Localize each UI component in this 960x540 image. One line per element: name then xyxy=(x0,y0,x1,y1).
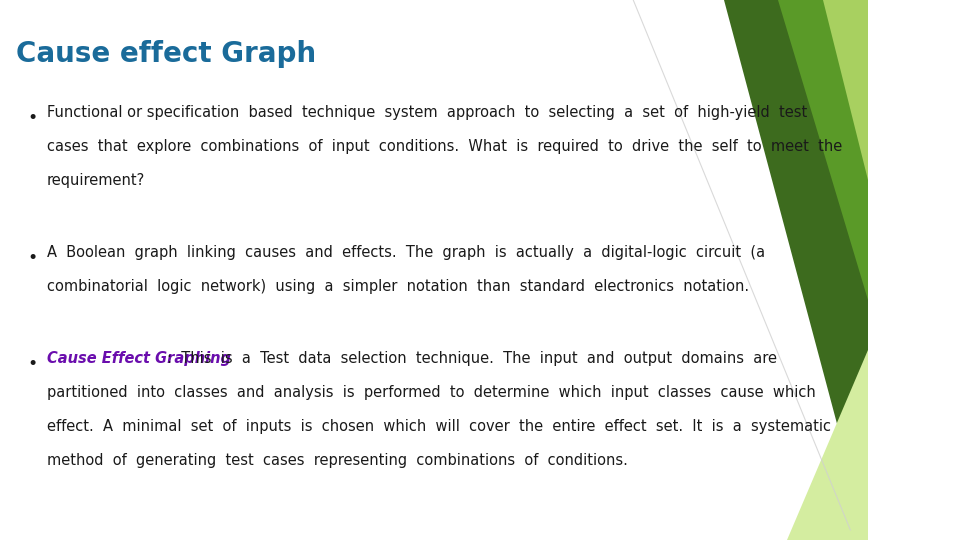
Text: combinatorial  logic  network)  using  a  simpler  notation  than  standard  ele: combinatorial logic network) using a sim… xyxy=(47,279,749,294)
Text: Cause effect Graph: Cause effect Graph xyxy=(16,40,317,68)
Text: requirement?: requirement? xyxy=(47,173,145,188)
Polygon shape xyxy=(742,0,869,540)
Text: partitioned  into  classes  and  analysis  is  performed  to  determine  which  : partitioned into classes and analysis is… xyxy=(47,385,816,400)
Text: •: • xyxy=(27,109,37,127)
Polygon shape xyxy=(787,350,869,540)
Text: :  This  is  a  Test  data  selection  technique.  The  input  and  output  doma: : This is a Test data selection techniqu… xyxy=(167,351,777,366)
Polygon shape xyxy=(724,0,869,540)
Polygon shape xyxy=(778,0,869,300)
Text: method  of  generating  test  cases  representing  combinations  of  conditions.: method of generating test cases represen… xyxy=(47,453,628,468)
Text: cases  that  explore  combinations  of  input  conditions.  What  is  required  : cases that explore combinations of input… xyxy=(47,139,842,154)
Text: effect.  A  minimal  set  of  inputs  is  chosen  which  will  cover  the  entir: effect. A minimal set of inputs is chose… xyxy=(47,419,831,434)
Text: •: • xyxy=(27,355,37,373)
Polygon shape xyxy=(824,0,869,180)
Text: •: • xyxy=(27,249,37,267)
Text: Functional or specification  based  technique  system  approach  to  selecting  : Functional or specification based techni… xyxy=(47,105,807,120)
Text: Cause Effect Graphing: Cause Effect Graphing xyxy=(47,351,231,366)
Text: A  Boolean  graph  linking  causes  and  effects.  The  graph  is  actually  a  : A Boolean graph linking causes and effec… xyxy=(47,245,765,260)
